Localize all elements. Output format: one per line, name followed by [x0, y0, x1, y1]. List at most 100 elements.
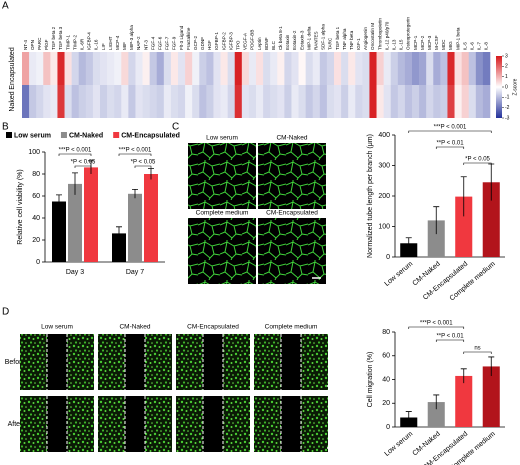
heat-cell — [362, 52, 370, 85]
heat-cell — [369, 52, 377, 85]
heat-cell — [263, 52, 271, 85]
heat-cell — [57, 52, 65, 85]
heat-cell — [404, 52, 413, 85]
column-label: Oncostatin M — [370, 23, 375, 50]
column-label: Eotaxin — [285, 34, 290, 50]
significance-bracket — [463, 162, 492, 165]
y-tick-label: 60 — [382, 353, 390, 360]
y-tick-label: 300 — [378, 162, 390, 169]
scratch — [281, 334, 301, 390]
column-label: TIMP-2 — [72, 34, 77, 50]
heat-cell — [220, 85, 228, 118]
bar — [144, 174, 158, 262]
error-bar — [56, 194, 62, 209]
column-label: GCP-2 — [193, 36, 198, 50]
heat-cell — [227, 85, 236, 118]
column-label: LIF — [101, 43, 106, 50]
significance-bracket — [58, 153, 92, 156]
heat-cell — [135, 52, 143, 85]
heat-cell — [419, 85, 427, 118]
heat-cell — [475, 52, 484, 85]
column-label: IL-6R — [79, 38, 84, 50]
heat-cell — [92, 52, 101, 85]
heat-cell — [383, 85, 392, 118]
heat-cell — [199, 52, 207, 85]
heat-cell — [447, 52, 455, 85]
heat-cell — [383, 52, 392, 85]
heat-cell — [419, 52, 427, 85]
column-label: PlGF — [44, 39, 49, 50]
column-label: SDF-1 alpha — [321, 24, 326, 50]
heat-cell — [241, 52, 250, 85]
bar — [455, 196, 473, 257]
legend-label: CM-Naked — [69, 132, 103, 139]
heat-cell — [78, 85, 87, 118]
heat-cell — [468, 52, 477, 85]
column-label: BLC — [271, 40, 276, 50]
y-tick-label: 20 — [32, 237, 40, 244]
significance-bracket — [435, 339, 465, 342]
bar — [455, 375, 473, 427]
column-label: IL-8 — [484, 42, 489, 50]
scratch — [47, 396, 67, 452]
heat-cell — [440, 85, 448, 118]
heat-cell — [312, 52, 321, 85]
heat-cell — [185, 85, 193, 118]
heat-cell — [475, 85, 484, 118]
heat-cell — [256, 52, 264, 85]
heat-cell — [482, 52, 491, 85]
column-label: FGF-6 — [157, 36, 162, 50]
column-label: IGFBP-3 — [228, 32, 233, 50]
column-label: TNF alpha — [342, 28, 347, 50]
bar — [84, 167, 98, 262]
heat-cell — [85, 52, 94, 85]
heat-cell — [43, 85, 51, 118]
heat-cell — [128, 52, 136, 85]
x-tick-label: Day 3 — [66, 269, 84, 276]
column-label: TNF beta — [349, 30, 354, 50]
legend-label: Low serum — [14, 132, 51, 139]
column-label: IL-7 — [477, 42, 482, 50]
bar — [112, 233, 126, 262]
heat-cell — [305, 52, 314, 85]
heat-cell — [170, 52, 179, 85]
heat-cell — [206, 52, 214, 85]
row-label: Naked — [9, 91, 16, 111]
heat-cell — [57, 85, 65, 118]
heat-cell — [369, 85, 377, 118]
heat-cell — [156, 85, 165, 118]
heat-cell — [142, 52, 150, 85]
scratch — [203, 396, 223, 452]
heat-cell — [482, 85, 491, 118]
colorbar-label: Z-score — [512, 78, 518, 95]
heat-cell — [163, 52, 172, 85]
heat-cell — [376, 52, 384, 85]
column-label: FGF-9 — [172, 36, 177, 50]
heat-cell — [29, 52, 37, 85]
colorbar-tick-label: -1 — [505, 95, 510, 101]
column-label: BDNF — [264, 37, 269, 50]
heat-cell — [64, 52, 72, 85]
significance-label: *P < 0.05 — [465, 157, 490, 163]
significance-label: **P < 0.01 — [436, 141, 464, 147]
heat-cell — [319, 85, 328, 118]
heat-cell — [241, 85, 250, 118]
column-label: MIP-1 delta — [306, 26, 311, 50]
column-label: MCP-2 — [420, 35, 425, 50]
y-tick-label: 60 — [32, 193, 40, 200]
column-label: Osteoprotegerin — [406, 17, 411, 50]
heat-cell — [426, 52, 434, 85]
significance-bracket — [408, 130, 492, 133]
heat-cell — [248, 52, 257, 85]
heat-cell — [121, 85, 129, 118]
heat-cell — [71, 52, 80, 85]
heat-cell — [397, 85, 406, 118]
heat-cell — [277, 52, 285, 85]
error-bar — [460, 176, 467, 217]
heat-cell — [50, 52, 58, 85]
heat-cell — [298, 85, 306, 118]
heat-cell — [192, 52, 200, 85]
heat-cell — [447, 85, 455, 118]
heat-cell — [277, 85, 285, 118]
